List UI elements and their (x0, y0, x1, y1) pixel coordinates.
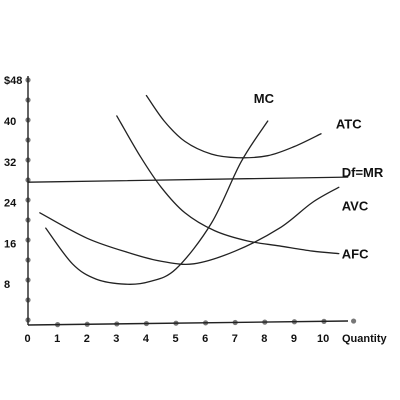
y-tick-labels: 8 16 24 32 40 $48 (4, 75, 22, 291)
x-axis (27, 320, 349, 326)
y-tick-label: 8 (4, 279, 10, 291)
afc-curve (116, 115, 340, 255)
afc-label: AFC (342, 247, 369, 262)
x-tick-label: 9 (291, 333, 297, 345)
x-tick-label: 8 (261, 333, 267, 345)
x-tick-label: 7 (232, 333, 238, 345)
atc-curve (145, 94, 322, 159)
x-tick-label: 5 (173, 333, 179, 345)
df-mr-curve (27, 176, 349, 183)
df-mr-label: Df=MR (342, 165, 384, 180)
y-tick-label: $48 (4, 75, 22, 87)
axis-dots (25, 77, 357, 328)
y-tick-label: 24 (4, 198, 17, 210)
mc-label: MC (254, 91, 275, 106)
x-tick-labels: 0 1 2 3 4 5 6 7 8 9 10 (25, 333, 330, 345)
x-tick-label: 10 (317, 333, 329, 345)
x-tick-label: 2 (84, 333, 90, 345)
mc-curve (45, 120, 269, 285)
x-axis-dot (351, 318, 357, 324)
atc-label: ATC (336, 117, 362, 132)
curve-labels: MC ATC Df=MR AVC AFC (254, 91, 384, 262)
avc-label: AVC (342, 198, 369, 213)
x-tick-label: 3 (113, 333, 119, 345)
x-tick-label: 6 (202, 333, 208, 345)
avc-curve (39, 186, 340, 266)
x-tick-label: 0 (25, 333, 31, 345)
y-tick-label: 40 (4, 116, 16, 128)
y-tick-label: 32 (4, 157, 16, 169)
cost-curves (27, 94, 349, 285)
x-axis-label: Quantity (342, 333, 387, 345)
y-tick-label: 16 (4, 238, 16, 250)
x-tick-label: 1 (54, 333, 60, 345)
x-tick-label: 4 (143, 333, 150, 345)
